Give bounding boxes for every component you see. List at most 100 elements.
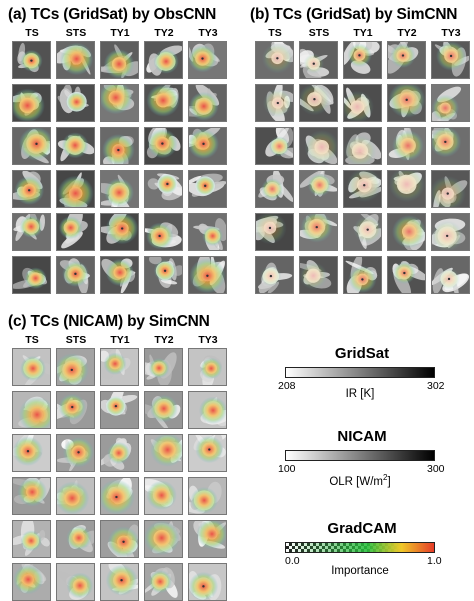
tc-image-tile <box>431 170 470 208</box>
col-header-ty1: TY1 <box>353 27 373 39</box>
gradcam-colorbar-max: 1.0 <box>427 555 442 567</box>
tc-image-tile <box>100 520 139 558</box>
tc-image-tile <box>144 563 183 601</box>
col-header-sts: STS <box>65 27 87 39</box>
gradcam-colorbar-min: 0.0 <box>285 555 300 567</box>
tc-image-tile <box>188 477 227 515</box>
col-header-ty2: TY2 <box>154 334 174 346</box>
tc-image-tile <box>56 127 95 165</box>
tc-image-tile <box>255 41 294 79</box>
panel-a-title: (a) TCs (GridSat) by ObsCNN <box>8 6 217 23</box>
nicam-label-main: OLR [W/m <box>329 475 383 488</box>
gridsat-colorbar-title: GridSat <box>334 345 390 362</box>
tc-image-tile <box>12 477 51 515</box>
tc-image-tile <box>144 84 183 122</box>
tc-image-tile <box>12 391 51 429</box>
gradcam-colorbar <box>285 542 435 553</box>
tc-image-tile <box>387 84 426 122</box>
tc-image-tile <box>299 84 338 122</box>
nicam-colorbar-max: 300 <box>427 463 445 475</box>
tc-image-tile <box>255 170 294 208</box>
nicam-label-end: ] <box>387 475 391 488</box>
tc-image-tile <box>144 256 183 294</box>
nicam-colorbar <box>285 450 435 461</box>
tc-image-tile <box>299 213 338 251</box>
tc-image-tile <box>56 563 95 601</box>
tc-image-tile <box>343 256 382 294</box>
tc-image-tile <box>12 434 51 472</box>
tc-image-tile <box>188 213 227 251</box>
tc-image-tile <box>12 563 51 601</box>
panel-b-title: (b) TCs (GridSat) by SimCNN <box>250 6 458 23</box>
gradcam-colorbar-title: GradCAM <box>327 520 397 537</box>
tc-image-tile <box>188 434 227 472</box>
tc-image-tile <box>343 41 382 79</box>
tc-image-tile <box>144 520 183 558</box>
tc-image-tile <box>255 213 294 251</box>
tc-image-tile <box>431 213 470 251</box>
col-header-ty2: TY2 <box>154 27 174 39</box>
tc-image-tile <box>100 348 139 386</box>
tc-image-tile <box>56 84 95 122</box>
nicam-colorbar-min: 100 <box>278 463 296 475</box>
tc-image-tile <box>12 520 51 558</box>
tc-image-tile <box>100 256 139 294</box>
tc-image-tile <box>343 127 382 165</box>
tc-image-tile <box>431 127 470 165</box>
tc-image-tile <box>144 170 183 208</box>
tc-image-tile <box>431 41 470 79</box>
tc-image-tile <box>299 170 338 208</box>
tc-image-tile <box>188 41 227 79</box>
tc-image-tile <box>100 434 139 472</box>
gridsat-colorbar-min: 208 <box>278 380 296 392</box>
tc-image-tile <box>144 127 183 165</box>
tc-image-tile <box>12 84 51 122</box>
tc-image-tile <box>12 213 51 251</box>
nicam-colorbar-title: NICAM <box>337 428 387 445</box>
tc-image-tile <box>255 127 294 165</box>
nicam-label-sup: 2 <box>383 473 388 482</box>
gradcam-colorbar-label: Importance <box>331 565 389 577</box>
tc-image-tile <box>56 348 95 386</box>
col-header-ts: TS <box>268 27 282 39</box>
tc-image-tile <box>56 434 95 472</box>
nicam-colorbar-label: OLR [W/m2] <box>270 473 450 488</box>
tc-image-tile <box>144 348 183 386</box>
tc-image-tile <box>188 127 227 165</box>
tc-image-tile <box>12 170 51 208</box>
tc-image-tile <box>255 256 294 294</box>
tc-image-tile <box>144 477 183 515</box>
tc-image-tile <box>100 41 139 79</box>
col-header-sts: STS <box>308 27 330 39</box>
tc-image-tile <box>56 213 95 251</box>
tc-image-tile <box>100 170 139 208</box>
tc-image-tile <box>188 563 227 601</box>
tc-image-tile <box>12 256 51 294</box>
col-header-ty3: TY3 <box>198 27 218 39</box>
tc-image-tile <box>12 127 51 165</box>
tc-image-tile <box>100 391 139 429</box>
gridsat-colorbar-label: IR [K] <box>345 388 375 400</box>
tc-image-tile <box>387 213 426 251</box>
col-header-ty2: TY2 <box>397 27 417 39</box>
col-header-ts: TS <box>25 334 39 346</box>
tc-image-tile <box>100 213 139 251</box>
tc-image-tile <box>100 563 139 601</box>
tc-image-tile <box>188 520 227 558</box>
col-header-ts: TS <box>25 27 39 39</box>
tc-image-tile <box>100 127 139 165</box>
tc-image-tile <box>188 84 227 122</box>
tc-image-tile <box>144 391 183 429</box>
col-header-ty3: TY3 <box>441 27 461 39</box>
tc-image-tile <box>387 170 426 208</box>
tc-image-tile <box>100 477 139 515</box>
tc-image-tile <box>188 170 227 208</box>
tc-image-tile <box>56 477 95 515</box>
col-header-ty1: TY1 <box>110 27 130 39</box>
tc-image-tile <box>299 41 338 79</box>
tc-image-tile <box>56 391 95 429</box>
tc-image-tile <box>12 41 51 79</box>
col-header-ty1: TY1 <box>110 334 130 346</box>
tc-image-tile <box>144 41 183 79</box>
tc-image-tile <box>387 127 426 165</box>
